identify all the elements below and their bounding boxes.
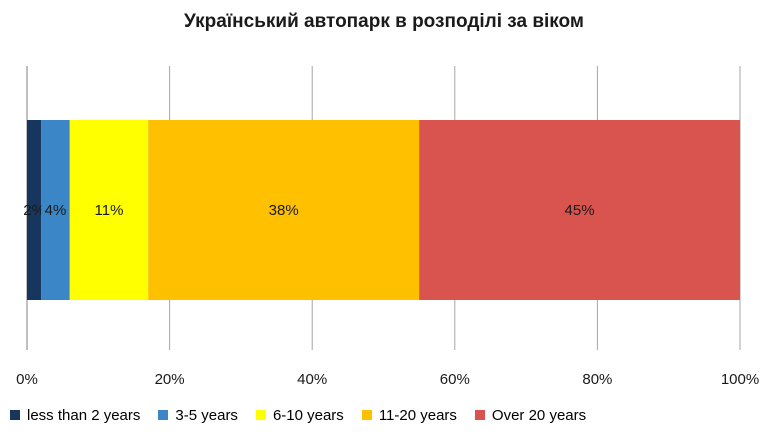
legend-swatch xyxy=(474,410,485,420)
bar-segment xyxy=(419,120,740,300)
legend-swatch xyxy=(10,410,20,420)
legend-label: 11-20 years xyxy=(378,406,457,424)
legend-item: 11-20 years xyxy=(361,406,457,424)
legend-label: 3-5 years xyxy=(175,406,238,424)
legend-label: Over 20 years xyxy=(491,406,587,424)
legend-swatch xyxy=(158,410,169,420)
legend-item: 6-10 years xyxy=(255,406,344,424)
x-tick-label: 80% xyxy=(582,371,612,388)
x-tick-label: 40% xyxy=(297,371,327,388)
data-label: 4% xyxy=(45,202,67,219)
legend-item: Over 20 years xyxy=(474,406,587,424)
data-label: 2% xyxy=(23,202,45,219)
legend-swatch xyxy=(361,410,372,420)
x-tick-label: 20% xyxy=(155,371,185,388)
legend: less than 2 years 3-5 years 6-10 years 11-2… xyxy=(10,404,760,426)
data-label: 11% xyxy=(95,202,124,219)
x-tick-label: 100% xyxy=(721,371,759,388)
legend-item: 3-5 years xyxy=(158,407,238,424)
bar-segment xyxy=(69,120,149,300)
bar-segment xyxy=(148,120,420,300)
legend-item: less than 2 years xyxy=(10,407,140,424)
legend-label: less than 2 years xyxy=(27,406,141,424)
bar-segment xyxy=(41,120,70,300)
data-label: 38% xyxy=(269,202,299,219)
legend-label: 6-10 years xyxy=(272,406,344,424)
bar-segment xyxy=(27,120,42,300)
data-label: 45% xyxy=(565,202,595,219)
x-tick-label: 60% xyxy=(440,371,470,388)
legend-swatch xyxy=(255,410,266,420)
chart-title: Український автопарк в розподілі за віко… xyxy=(184,11,584,32)
x-tick-label: 0% xyxy=(16,371,38,388)
